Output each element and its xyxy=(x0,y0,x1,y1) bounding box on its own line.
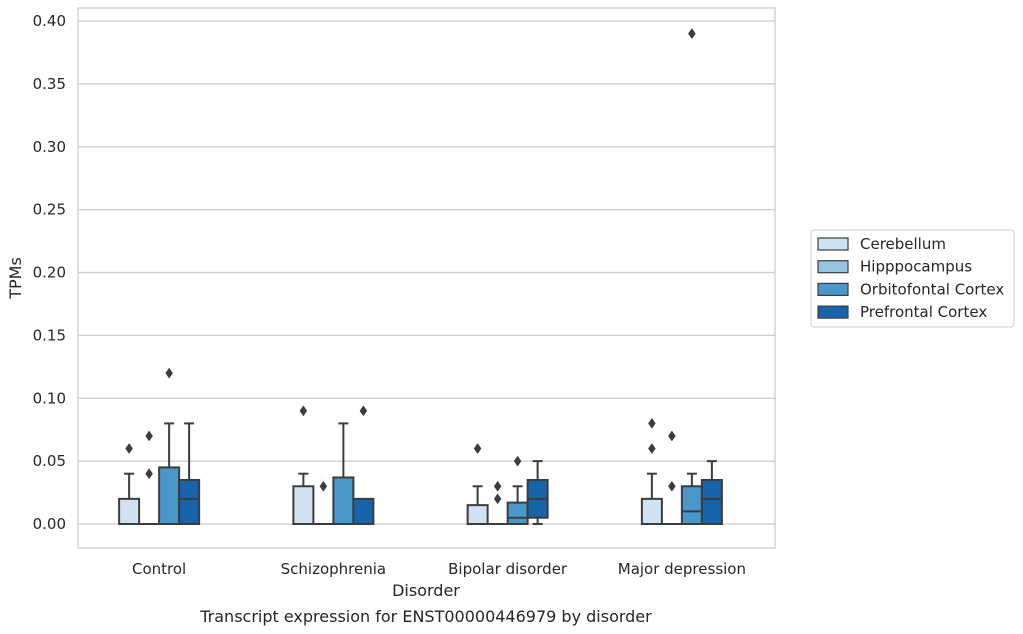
box-body xyxy=(466,504,489,526)
outlier-point xyxy=(319,480,328,492)
y-axis-label: TPMs xyxy=(6,257,25,300)
box-2-1 xyxy=(486,480,509,526)
box-3-2 xyxy=(680,28,703,525)
box-0-1 xyxy=(138,430,161,526)
y-tick-label: 0.05 xyxy=(33,452,66,470)
outlier-point xyxy=(493,480,502,492)
box-body xyxy=(700,478,723,525)
box-0-3 xyxy=(178,422,201,525)
outlier-point xyxy=(165,367,173,379)
legend: Cerebellum Hipppocampus Orbitofontal Corte… xyxy=(810,229,1015,328)
x-tick-label: Control xyxy=(132,560,186,578)
outlier-point xyxy=(648,443,656,454)
box-2-2 xyxy=(506,455,529,525)
y-tick-labels: 0.00 0.05 0.10 0.15 0.20 0.25 0.30 0.35 0.40 xyxy=(33,12,66,533)
y-tick-label: 0.30 xyxy=(33,138,66,156)
box-0-2 xyxy=(158,367,181,526)
legend-label: Orbitofontal Cortex xyxy=(860,280,1004,298)
y-tick-label: 0.00 xyxy=(33,515,66,533)
box-2-3 xyxy=(526,460,549,525)
outlier-point xyxy=(299,405,308,417)
outlier-point xyxy=(145,430,153,442)
box-0-0 xyxy=(118,443,141,526)
box-body xyxy=(118,497,141,526)
box-body xyxy=(158,466,181,526)
outlier-point xyxy=(648,417,656,429)
legend-frame xyxy=(810,229,1015,328)
outlier-point xyxy=(668,430,676,442)
box-1-3 xyxy=(352,405,375,526)
legend-label: Prefrontal Cortex xyxy=(860,303,987,321)
legend-label: Hipppocampus xyxy=(860,258,972,276)
y-tick-label: 0.10 xyxy=(33,389,66,407)
box-1-2 xyxy=(332,422,355,526)
outlier-point xyxy=(125,443,133,454)
box-body xyxy=(332,476,355,526)
x-tick-labels: Control Schizophrenia Bipolar disorder Majo… xyxy=(132,560,746,578)
y-tick-label: 0.25 xyxy=(33,201,66,219)
y-tick-label: 0.40 xyxy=(33,12,66,30)
y-tick-label: 0.20 xyxy=(33,264,66,282)
figure-caption: Transcript expression for ENST0000044697… xyxy=(199,607,652,626)
outlier-point xyxy=(668,480,676,492)
outlier-point xyxy=(493,493,502,505)
box-3-1 xyxy=(660,430,683,526)
x-tick-label: Bipolar disorder xyxy=(448,560,568,578)
boxes-layer xyxy=(118,28,723,526)
x-tick-label: Schizophrenia xyxy=(281,560,386,578)
x-axis-label: Disorder xyxy=(392,581,460,600)
plot-area-frame xyxy=(77,7,776,549)
box-body xyxy=(506,501,529,525)
legend-swatch xyxy=(817,260,849,274)
legend-swatch xyxy=(817,282,849,296)
box-body xyxy=(352,497,375,526)
y-tick-label: 0.15 xyxy=(33,326,66,344)
grid-lines xyxy=(78,20,775,525)
box-body xyxy=(640,497,663,526)
legend-label: Cerebellum xyxy=(860,235,946,253)
outlier-point xyxy=(359,405,368,417)
outlier-point xyxy=(145,468,153,480)
box-3-3 xyxy=(700,460,723,525)
x-tick-label: Major depression xyxy=(618,560,746,578)
box-2-0 xyxy=(466,443,489,526)
box-body xyxy=(680,485,703,525)
box-1-1 xyxy=(312,480,335,526)
box-body xyxy=(292,485,315,525)
outlier-point xyxy=(513,455,522,467)
box-1-0 xyxy=(292,405,315,525)
box-3-0 xyxy=(640,417,663,526)
legend-swatch xyxy=(817,237,849,251)
legend-swatch xyxy=(817,305,849,319)
y-tick-label: 0.35 xyxy=(33,75,66,93)
outlier-point xyxy=(688,28,696,40)
outlier-point xyxy=(473,443,482,454)
box-body xyxy=(178,478,201,525)
